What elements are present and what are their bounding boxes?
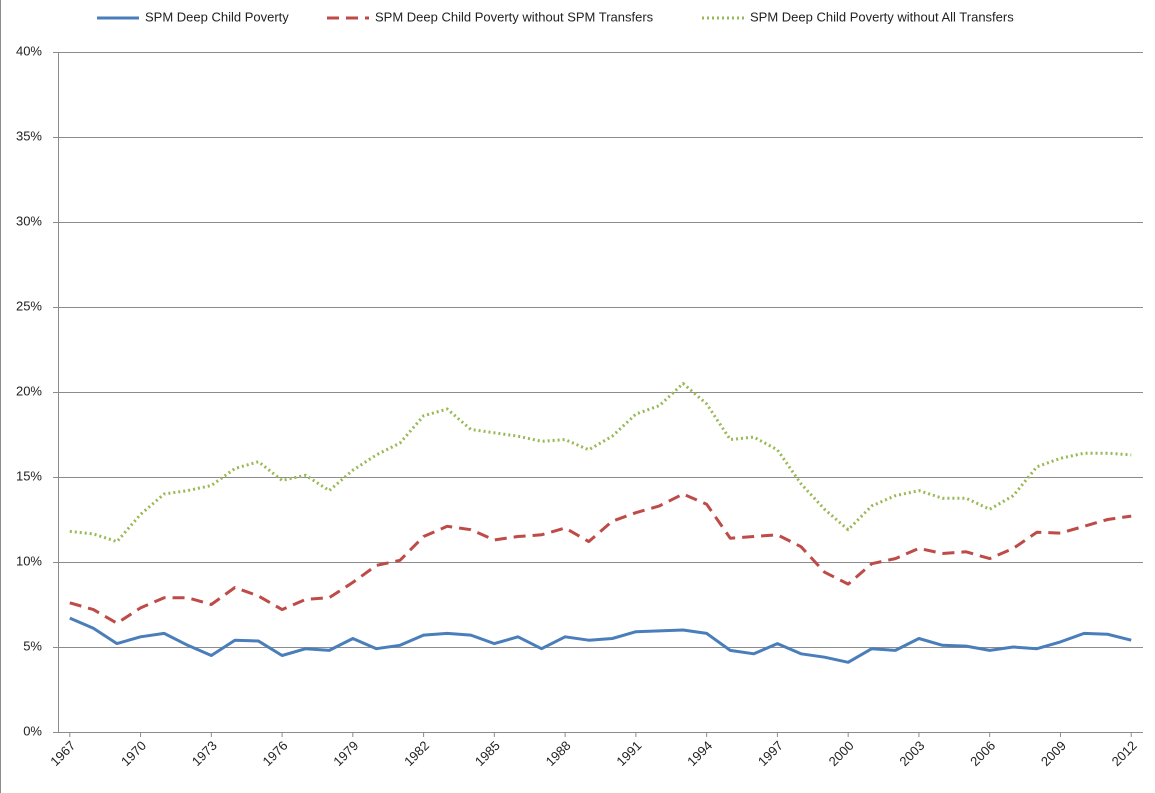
y-tick-label: 35% xyxy=(16,128,42,143)
y-tick-label: 15% xyxy=(16,468,42,483)
x-tick-label: 1967 xyxy=(47,738,78,769)
x-tick-label: 1982 xyxy=(401,738,432,769)
y-tick-label: 5% xyxy=(23,638,42,653)
y-tick-label: 40% xyxy=(16,43,42,58)
x-tick-label: 1991 xyxy=(613,738,644,769)
x-tick-label: 2000 xyxy=(826,738,857,769)
x-tick-label: 2012 xyxy=(1109,738,1140,769)
x-tick-label: 1997 xyxy=(755,738,786,769)
x-tick-label: 2006 xyxy=(967,738,998,769)
x-tick-label: 1979 xyxy=(330,738,361,769)
legend-label: SPM Deep Child Poverty xyxy=(145,9,289,24)
x-tick-label: 1973 xyxy=(189,738,220,769)
series-line xyxy=(69,492,1132,625)
y-tick-label: 30% xyxy=(16,213,42,228)
y-tick-label: 20% xyxy=(16,383,42,398)
y-tick-label: 10% xyxy=(16,553,42,568)
series-line xyxy=(69,616,1132,664)
series-line xyxy=(69,382,1132,544)
x-tick-label: 1988 xyxy=(543,738,574,769)
x-tick-label: 1970 xyxy=(118,738,149,769)
legend-label: SPM Deep Child Poverty without All Trans… xyxy=(750,9,1014,24)
x-tick-label: 2003 xyxy=(896,738,927,769)
y-tick-label: 25% xyxy=(16,298,42,313)
legend-label: SPM Deep Child Poverty without SPM Trans… xyxy=(375,9,654,24)
x-tick-label: 1985 xyxy=(472,738,503,769)
x-tick-label: 2009 xyxy=(1038,738,1069,769)
x-tick-label: 1976 xyxy=(260,738,291,769)
y-tick-label: 0% xyxy=(23,723,42,738)
x-tick-label: 1994 xyxy=(684,738,715,769)
